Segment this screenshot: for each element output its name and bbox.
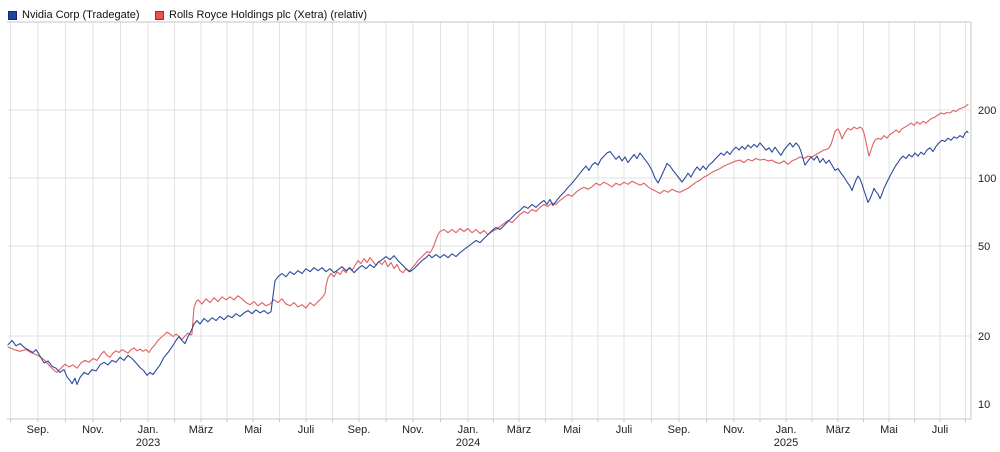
y-tick-label: 20 [978, 331, 990, 343]
y-tick-label: 100 [978, 173, 996, 185]
nvidia-legend-label: Nvidia Corp (Tradegate) [22, 9, 140, 21]
x-tick-label: Nov. [402, 424, 424, 436]
y-tick-label: 200 [978, 105, 996, 117]
x-tick-label: Sep. [668, 424, 691, 436]
x-tick-label: Mai [563, 424, 581, 436]
x-tick-label: Mai [244, 424, 262, 436]
x-tick-label: Sep. [348, 424, 371, 436]
nvidia-legend-swatch-icon [8, 10, 17, 20]
x-tick-label: Jan. [138, 424, 159, 436]
x-year-label: 2024 [456, 437, 480, 449]
x-tick-label: Juli [298, 424, 315, 436]
x-tick-label: Mai [880, 424, 898, 436]
legend-item-rollsroyce: Rolls Royce Holdings plc (Xetra) (relati… [155, 9, 367, 21]
x-tick-label: März [189, 424, 213, 436]
rollsroyce-series-line [7, 103, 969, 373]
y-tick-label: 10 [978, 399, 990, 411]
x-tick-label: März [826, 424, 850, 436]
x-tick-label: Sep. [27, 424, 50, 436]
x-tick-label: Jan. [776, 424, 797, 436]
legend-item-nvidia: Nvidia Corp (Tradegate) [8, 9, 140, 21]
x-tick-label: Jan. [458, 424, 479, 436]
x-tick-label: Nov. [723, 424, 745, 436]
x-tick-label: März [507, 424, 531, 436]
x-year-label: 2023 [136, 437, 160, 449]
x-tick-label: Juli [616, 424, 633, 436]
rollsroyce-legend-swatch-icon [155, 10, 164, 20]
nvidia-series-line [7, 130, 969, 386]
x-tick-label: Nov. [82, 424, 104, 436]
y-tick-label: 50 [978, 241, 990, 253]
x-year-label: 2025 [774, 437, 798, 449]
rollsroyce-legend-label: Rolls Royce Holdings plc (Xetra) (relati… [169, 9, 368, 21]
x-tick-label: Juli [932, 424, 949, 436]
